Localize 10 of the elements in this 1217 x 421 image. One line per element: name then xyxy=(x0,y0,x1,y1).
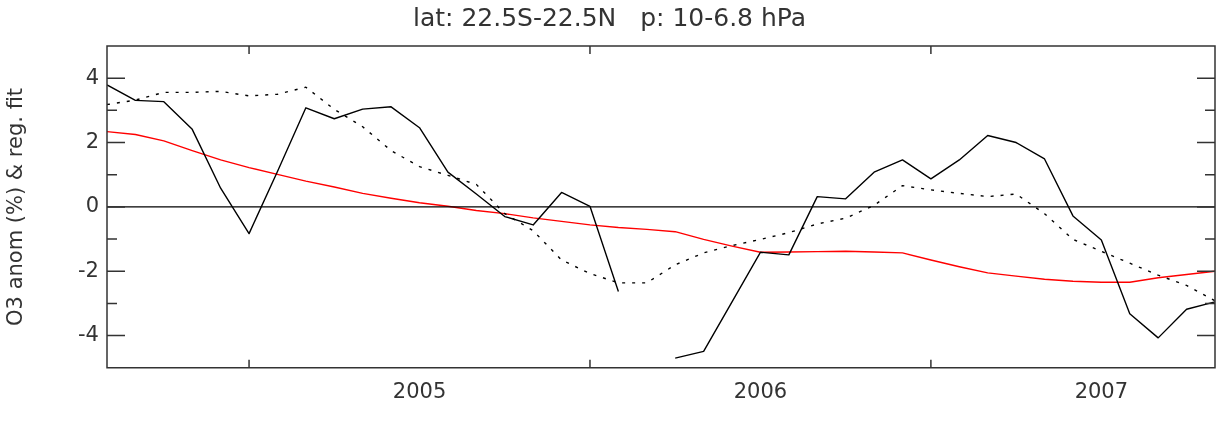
y-tick-label: -4 xyxy=(78,322,99,347)
x-tick-label: 2005 xyxy=(392,378,447,403)
y-tick-label: 4 xyxy=(85,64,99,89)
y-tick-label: -2 xyxy=(78,257,99,282)
x-tick-label: 2007 xyxy=(1074,378,1129,403)
chart-title: lat: 22.5S-22.5N p: 10-6.8 hPa xyxy=(412,2,807,32)
y-tick-label: 0 xyxy=(85,193,99,218)
x-tick-label: 2006 xyxy=(733,378,788,403)
y-axis-title: O3 anom (%) & reg. fit xyxy=(3,87,28,326)
y-tick-label: 2 xyxy=(85,128,99,153)
